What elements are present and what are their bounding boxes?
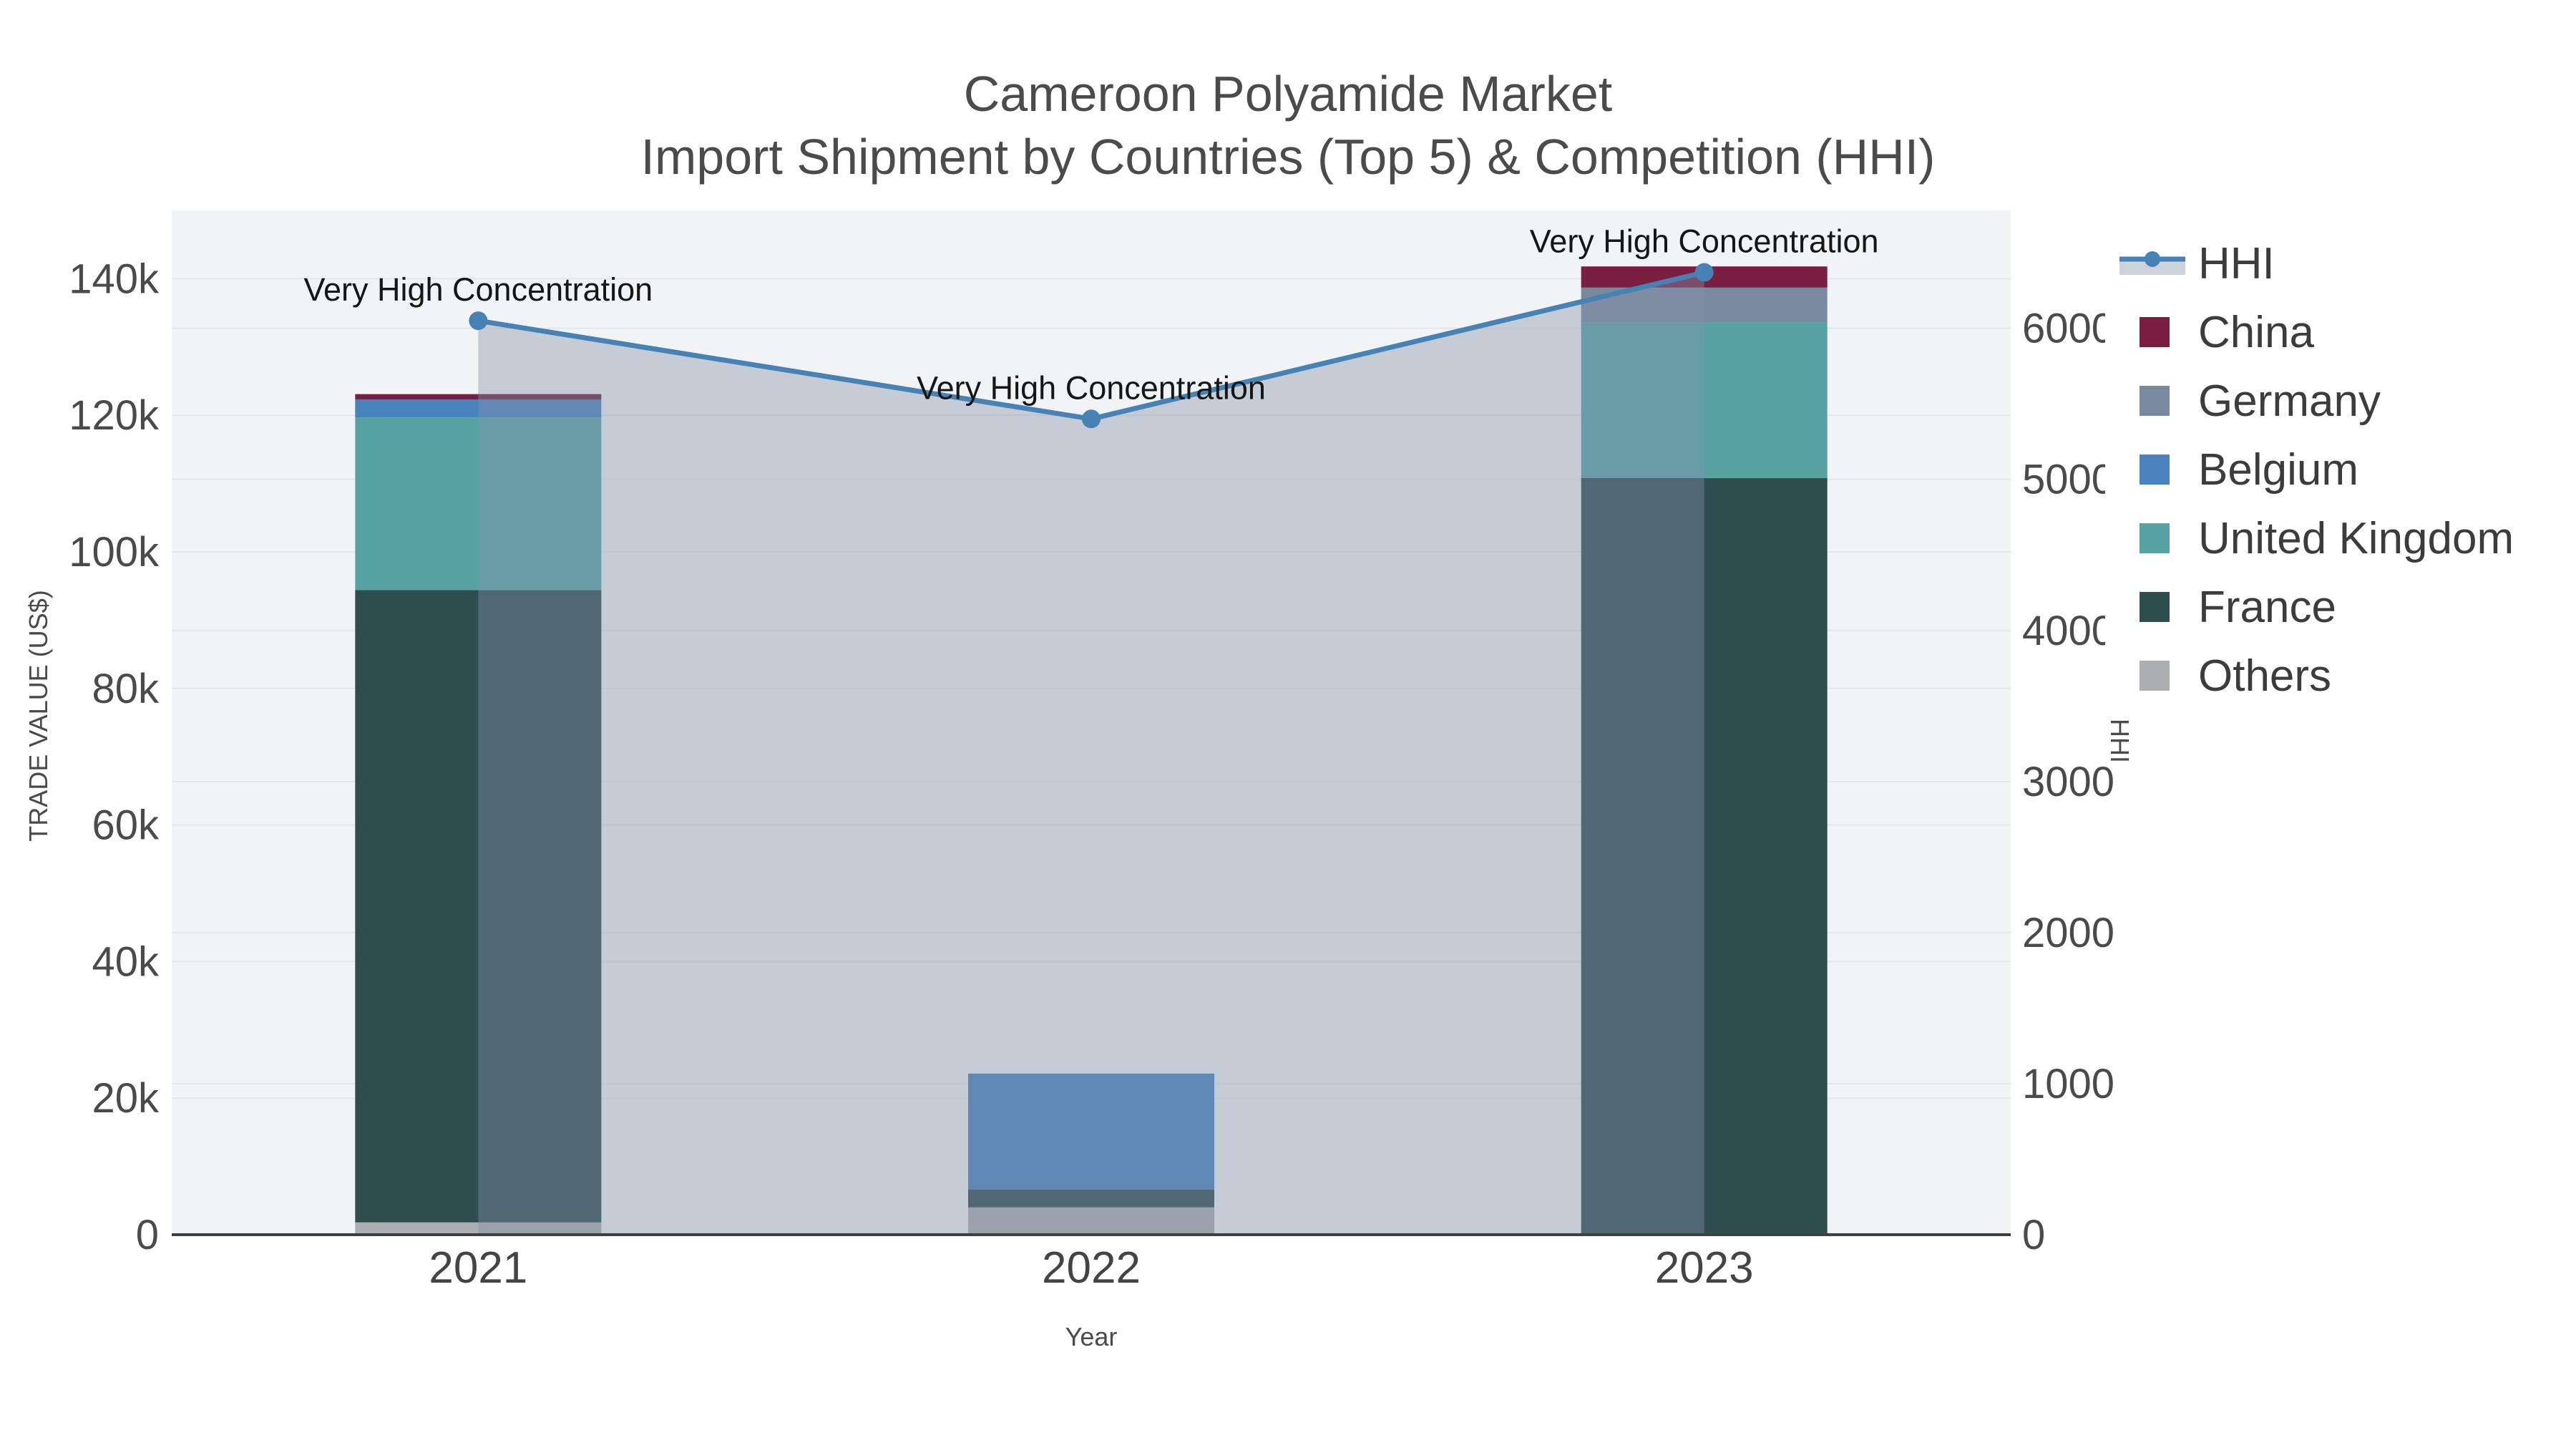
hhi-marker-2023[interactable] <box>1694 263 1714 282</box>
annotation-2023: Very High Concentration <box>1530 223 1879 260</box>
y-left-tick-140k: 140k <box>69 256 160 302</box>
y-right-tick-6000: 6000 <box>2022 306 2114 352</box>
legend-item-china[interactable]: China <box>2140 308 2315 357</box>
annotation-2022: Very High Concentration <box>917 369 1266 406</box>
y-right-tick-4000: 4000 <box>2022 608 2114 654</box>
legend-background <box>2105 226 2547 713</box>
annotation-2021: Very High Concentration <box>303 271 653 308</box>
y-right-tick-1000: 1000 <box>2022 1061 2114 1107</box>
legend-swatch-others <box>2140 661 2170 691</box>
legend-swatch-china <box>2140 317 2170 347</box>
legend-item-others[interactable]: Others <box>2140 651 2331 701</box>
bar-segment-united-kingdom-2023[interactable] <box>1581 322 1828 478</box>
legend-hhi-marker <box>2145 251 2160 267</box>
y-right-tick-2000: 2000 <box>2022 910 2114 956</box>
bar-segment-belgium-2021[interactable] <box>355 399 602 418</box>
legend-item-germany[interactable]: Germany <box>2140 376 2381 426</box>
legend-item-united-kingdom[interactable]: United Kingdom <box>2140 514 2514 563</box>
bar-segment-france-2022[interactable] <box>968 1190 1214 1207</box>
y-left-tick-40k: 40k <box>92 938 160 985</box>
bar-segment-france-2021[interactable] <box>355 590 602 1223</box>
bar-segment-france-2023[interactable] <box>1581 477 1828 1235</box>
legend-item-hhi[interactable]: HHI <box>2119 239 2275 288</box>
bar-segment-others-2021[interactable] <box>355 1222 602 1235</box>
bar-segment-china-2021[interactable] <box>355 394 602 400</box>
legend-label-belgium: Belgium <box>2198 445 2358 495</box>
x-tick-2021: 2021 <box>429 1243 527 1293</box>
y-left-tick-100k: 100k <box>69 529 160 575</box>
legend-item-belgium[interactable]: Belgium <box>2140 445 2358 495</box>
legend-label-germany: Germany <box>2198 376 2381 426</box>
y-right-tick-0: 0 <box>2022 1212 2045 1258</box>
y-left-tick-20k: 20k <box>92 1075 160 1122</box>
x-tick-2023: 2023 <box>1655 1243 1754 1293</box>
legend-label-hhi: HHI <box>2198 239 2275 288</box>
hhi-marker-2022[interactable] <box>1082 409 1101 429</box>
legend-label-france: France <box>2198 583 2336 632</box>
chart-subtitle: Import Shipment by Countries (Top 5) & C… <box>641 129 1936 185</box>
y-left-tick-80k: 80k <box>92 666 160 712</box>
y-axis-right-title: HHI <box>2105 719 2135 763</box>
legend-item-france[interactable]: France <box>2140 583 2336 632</box>
legend-swatch-germany <box>2140 386 2170 416</box>
legend-label-china: China <box>2198 308 2315 357</box>
chart-title: Cameroon Polyamide Market <box>964 66 1612 122</box>
y-right-tick-3000: 3000 <box>2022 759 2114 805</box>
legend-label-others: Others <box>2198 651 2331 701</box>
legend-label-united-kingdom: United Kingdom <box>2198 514 2514 563</box>
y-left-tick-0: 0 <box>136 1212 159 1258</box>
x-tick-2022: 2022 <box>1042 1243 1141 1293</box>
y-axis-left-title: TRADE VALUE (US$) <box>24 590 53 841</box>
bar-segment-belgium-2022[interactable] <box>968 1073 1214 1190</box>
y-right-tick-5000: 5000 <box>2022 457 2114 503</box>
y-left-tick-60k: 60k <box>92 802 160 849</box>
legend-swatch-united-kingdom <box>2140 523 2170 553</box>
bar-segment-others-2022[interactable] <box>968 1207 1214 1235</box>
hhi-marker-2021[interactable] <box>469 311 488 331</box>
x-axis-title: Year <box>1065 1322 1118 1351</box>
bar-segment-united-kingdom-2021[interactable] <box>355 417 602 591</box>
legend-swatch-belgium <box>2140 455 2170 485</box>
hhi-area-fill <box>478 272 1704 1235</box>
y-left-tick-120k: 120k <box>69 392 160 439</box>
legend-swatch-france <box>2140 592 2170 622</box>
